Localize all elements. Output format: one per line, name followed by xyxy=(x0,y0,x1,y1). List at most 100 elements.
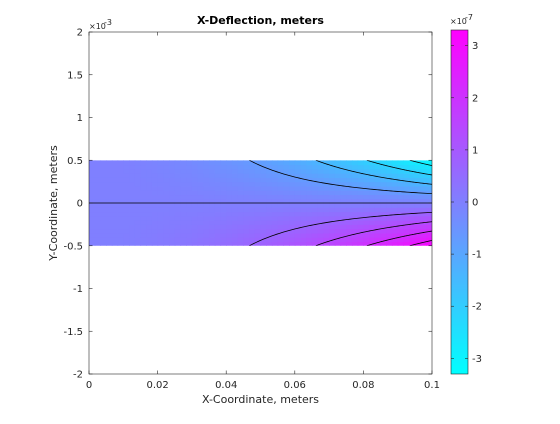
field-cell xyxy=(231,181,239,187)
field-cell xyxy=(163,228,170,234)
field-cell xyxy=(414,232,422,238)
field-cell xyxy=(426,237,432,243)
field-cell xyxy=(386,203,393,208)
field-cell xyxy=(260,232,267,238)
field-cell xyxy=(323,168,330,174)
field-cell xyxy=(374,224,382,230)
field-cell xyxy=(157,203,164,208)
field-cell xyxy=(174,177,182,183)
field-cell xyxy=(374,203,382,208)
field-cell xyxy=(420,211,427,217)
field-cell xyxy=(111,203,119,208)
field-cell xyxy=(174,220,182,225)
field-cell xyxy=(89,203,96,208)
field-cell xyxy=(220,198,227,204)
field-cell xyxy=(134,237,142,243)
field-cell xyxy=(203,224,210,230)
field-cell xyxy=(426,194,432,200)
field-cell xyxy=(329,232,336,238)
field-cell xyxy=(351,190,359,196)
field-cell xyxy=(163,203,170,208)
field-cell xyxy=(191,203,199,208)
field-cell xyxy=(151,181,159,187)
field-cell xyxy=(157,164,164,170)
field-cell xyxy=(214,168,222,174)
field-cell xyxy=(100,173,107,178)
field-cell xyxy=(243,168,250,174)
field-cell xyxy=(111,168,119,174)
field-cell xyxy=(409,228,416,234)
field-cell xyxy=(220,185,227,191)
field-cell xyxy=(163,220,170,225)
field-cell xyxy=(294,181,302,187)
field-cell xyxy=(94,232,102,238)
field-cell xyxy=(283,173,290,178)
field-cell xyxy=(151,164,159,170)
field-cell xyxy=(300,164,307,170)
field-cell xyxy=(403,194,410,200)
field-cell xyxy=(357,181,364,187)
field-cell xyxy=(369,211,376,217)
field-cell xyxy=(180,237,187,243)
field-cell xyxy=(380,160,387,166)
field-cell xyxy=(323,164,330,170)
field-cell xyxy=(351,173,359,178)
field-cell xyxy=(111,224,119,230)
field-cell xyxy=(289,164,296,170)
field-cell xyxy=(231,173,239,178)
field-cell xyxy=(140,232,147,238)
field-cell xyxy=(134,185,142,191)
field-cell xyxy=(214,173,222,178)
field-cell xyxy=(151,232,159,238)
field-cell xyxy=(277,237,284,243)
field-cell xyxy=(123,181,130,187)
field-cell xyxy=(334,160,342,166)
field-cell xyxy=(146,190,153,196)
field-cell xyxy=(151,168,159,174)
field-cell xyxy=(140,173,147,178)
field-cell xyxy=(409,173,416,178)
field-cell xyxy=(89,224,96,230)
field-cell xyxy=(129,190,136,196)
field-cell xyxy=(226,207,233,213)
field-cell xyxy=(334,241,342,246)
field-cell xyxy=(220,190,227,196)
x-tick-label: 0 xyxy=(86,380,92,391)
field-cell xyxy=(106,220,113,225)
field-cell xyxy=(180,173,187,178)
field-cell xyxy=(231,224,239,230)
field-cell xyxy=(420,232,427,238)
field-cell xyxy=(203,181,210,187)
field-cell xyxy=(157,207,164,213)
field-cell xyxy=(409,203,416,208)
field-cell xyxy=(174,164,182,170)
field-cell xyxy=(180,190,187,196)
field-cell xyxy=(186,211,193,217)
field-cell xyxy=(174,207,182,213)
field-cell xyxy=(391,228,399,234)
field-cell xyxy=(203,185,210,191)
field-cell xyxy=(317,232,324,238)
field-cell xyxy=(266,160,273,166)
field-cell xyxy=(260,207,267,213)
field-cell xyxy=(243,232,250,238)
field-cell xyxy=(129,177,136,183)
field-cell xyxy=(369,241,376,246)
field-cell xyxy=(214,220,222,225)
field-cell xyxy=(386,241,393,246)
field-cell xyxy=(237,164,244,170)
field-cell xyxy=(266,237,273,243)
field-cell xyxy=(357,237,364,243)
field-cell xyxy=(203,211,210,217)
field-cell xyxy=(306,194,313,200)
field-cell xyxy=(289,203,296,208)
field-cell xyxy=(123,232,130,238)
field-cell xyxy=(100,232,107,238)
field-cell xyxy=(397,215,405,221)
field-cell xyxy=(409,185,416,191)
field-cell xyxy=(94,173,102,178)
field-cell xyxy=(249,203,256,208)
field-cell xyxy=(289,160,296,166)
field-cell xyxy=(249,211,256,217)
field-cell xyxy=(106,207,113,213)
